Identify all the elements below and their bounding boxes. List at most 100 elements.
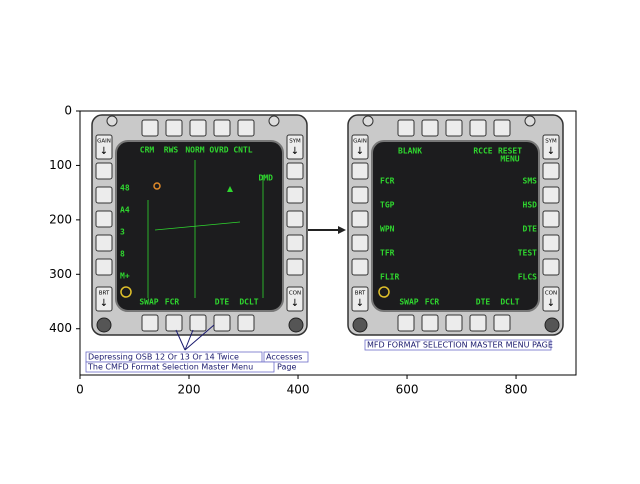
top-labels: OVRD [209, 146, 228, 155]
screw [96, 317, 112, 333]
osb-button [286, 162, 304, 180]
osb-button [397, 119, 415, 137]
screw [352, 317, 368, 333]
osb-button [165, 314, 183, 332]
osb-button [141, 314, 159, 332]
rocker-arrow: ↓ [547, 298, 555, 309]
top-labels: BLANK [398, 147, 422, 156]
osb-button [286, 186, 304, 204]
scope-line [154, 221, 241, 231]
symbol [227, 186, 233, 192]
x-tick-label: 400 [287, 383, 310, 397]
osb-button [286, 210, 304, 228]
rocker-label: GAIN [353, 139, 367, 145]
rocker-arrow: ↓ [100, 146, 108, 157]
osb-button [542, 210, 560, 228]
top-labels: CNTL [233, 146, 252, 155]
y-tick-label: 200 [49, 212, 72, 226]
right-labels: SMS [523, 177, 538, 186]
axes-frame [79, 110, 577, 376]
rocker-label: BRT [355, 291, 366, 297]
rocker-switch [286, 134, 304, 160]
osb-button [286, 234, 304, 252]
pointer [184, 329, 194, 351]
osb-button [493, 119, 511, 137]
left-labels: FLIR [380, 273, 399, 282]
y-tick-label: 300 [49, 267, 72, 281]
osb-button [351, 210, 369, 228]
top-labels: NORM [185, 146, 204, 155]
caption: MFD FORMAT SELECTION MASTER MENU PAGE [367, 341, 553, 350]
top-labels: MENU [500, 155, 519, 164]
rocker-switch [542, 286, 560, 312]
rocker-switch [351, 286, 369, 312]
osb-button [237, 119, 255, 137]
osb-button [542, 186, 560, 204]
caption: Depressing OSB 12 Or 13 Or 14 Twice [88, 353, 239, 362]
caption: Page [277, 363, 296, 372]
osb-button [189, 314, 207, 332]
rocker-switch [95, 134, 113, 160]
left-labels: 8 [120, 250, 125, 259]
left-labels: 3 [120, 228, 125, 237]
osb-button [141, 119, 159, 137]
bottom-labels: FCR [165, 298, 180, 307]
rocker-label: GAIN [97, 139, 111, 145]
bottom-labels: DCLT [500, 298, 519, 307]
y-tick-label: 100 [49, 158, 72, 172]
pointer [175, 329, 186, 351]
screen [371, 140, 540, 312]
caption: Accesses [266, 353, 302, 362]
osb-button [95, 234, 113, 252]
osb-button [95, 210, 113, 228]
osb-button [95, 162, 113, 180]
image: GAIN↓SYM↓BRT↓CON↓GAIN↓SYM↓BRT↓CON↓CRM RWS… [85, 114, 564, 373]
osb-button [493, 314, 511, 332]
osb-button [445, 314, 463, 332]
screw [362, 115, 374, 127]
osb-button [165, 119, 183, 137]
bottom-labels: FCR [425, 298, 440, 307]
osb-button [469, 314, 487, 332]
x-tick-label: 600 [396, 383, 419, 397]
rocker-switch [95, 286, 113, 312]
rocker-arrow: ↓ [100, 298, 108, 309]
top-labels: CRM [140, 146, 155, 155]
left-labels: M+ [120, 272, 130, 281]
y-tick-label: 0 [64, 104, 72, 118]
right-labels: FLCS [518, 273, 537, 282]
osb-button [351, 234, 369, 252]
right-labels: TEST [518, 249, 537, 258]
bottom-labels: DCLT [239, 298, 258, 307]
osb-button [421, 119, 439, 137]
left-labels: TFR [380, 249, 395, 258]
pointer [184, 324, 215, 351]
x-tick-label: 0 [76, 383, 84, 397]
rocker-label: SYM [545, 139, 557, 145]
symbol [153, 182, 161, 190]
left-labels: FCR [380, 177, 395, 186]
x-tick-label: 800 [505, 383, 528, 397]
right-labels: DTE [523, 225, 538, 234]
top-labels: RWS [164, 146, 179, 155]
osb-button [421, 314, 439, 332]
rocker-label: CON [289, 291, 301, 297]
osb-button [95, 186, 113, 204]
rocker-arrow: ↓ [291, 146, 299, 157]
caption: The CMFD Format Selection Master Menu [87, 363, 253, 372]
symbol [378, 286, 390, 298]
osb-button [213, 314, 231, 332]
osb-button [351, 258, 369, 276]
rocker-label: SYM [289, 139, 301, 145]
right-labels: DMD [259, 174, 274, 183]
symbol [120, 286, 132, 298]
rocker-arrow: ↓ [356, 146, 364, 157]
rocker-arrow: ↓ [291, 298, 299, 309]
osb-button [469, 119, 487, 137]
bottom-labels: DTE [476, 298, 491, 307]
left-labels: WPN [380, 225, 395, 234]
osb-button [189, 119, 207, 137]
top-labels: RCCE [473, 147, 492, 156]
left-labels: TGP [380, 201, 395, 210]
screw [524, 115, 536, 127]
